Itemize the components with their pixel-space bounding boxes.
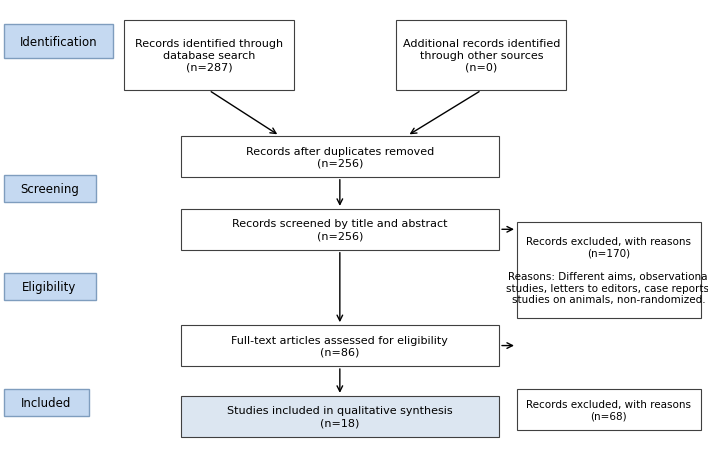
Text: Records excluded, with reasons
(n=68): Records excluded, with reasons (n=68) xyxy=(526,399,692,420)
Bar xyxy=(4,25,113,59)
Bar xyxy=(181,325,499,366)
Text: Studies included in qualitative synthesis
(n=18): Studies included in qualitative synthesi… xyxy=(227,405,452,427)
Bar xyxy=(4,273,96,300)
Text: Records after duplicates removed
(n=256): Records after duplicates removed (n=256) xyxy=(246,146,434,168)
Bar xyxy=(4,389,88,416)
Text: Records excluded, with reasons
(n=170)

Reasons: Different aims, observational
s: Records excluded, with reasons (n=170) R… xyxy=(506,237,708,305)
Bar xyxy=(181,136,499,177)
Text: Screening: Screening xyxy=(20,182,79,195)
Bar xyxy=(517,389,701,430)
Text: Additional records identified
through other sources
(n=0): Additional records identified through ot… xyxy=(403,39,560,72)
Bar xyxy=(181,396,499,437)
Text: Identification: Identification xyxy=(20,35,97,49)
Bar xyxy=(124,20,294,91)
Bar xyxy=(181,209,499,250)
Text: Records screened by title and abstract
(n=256): Records screened by title and abstract (… xyxy=(232,219,447,241)
Bar xyxy=(396,20,566,91)
Text: Included: Included xyxy=(21,396,72,409)
Text: Records identified through
database search
(n=287): Records identified through database sear… xyxy=(135,39,283,72)
Text: Full-text articles assessed for eligibility
(n=86): Full-text articles assessed for eligibil… xyxy=(232,335,448,357)
Text: Eligibility: Eligibility xyxy=(23,280,76,293)
Bar xyxy=(4,175,96,202)
Bar xyxy=(517,223,701,318)
